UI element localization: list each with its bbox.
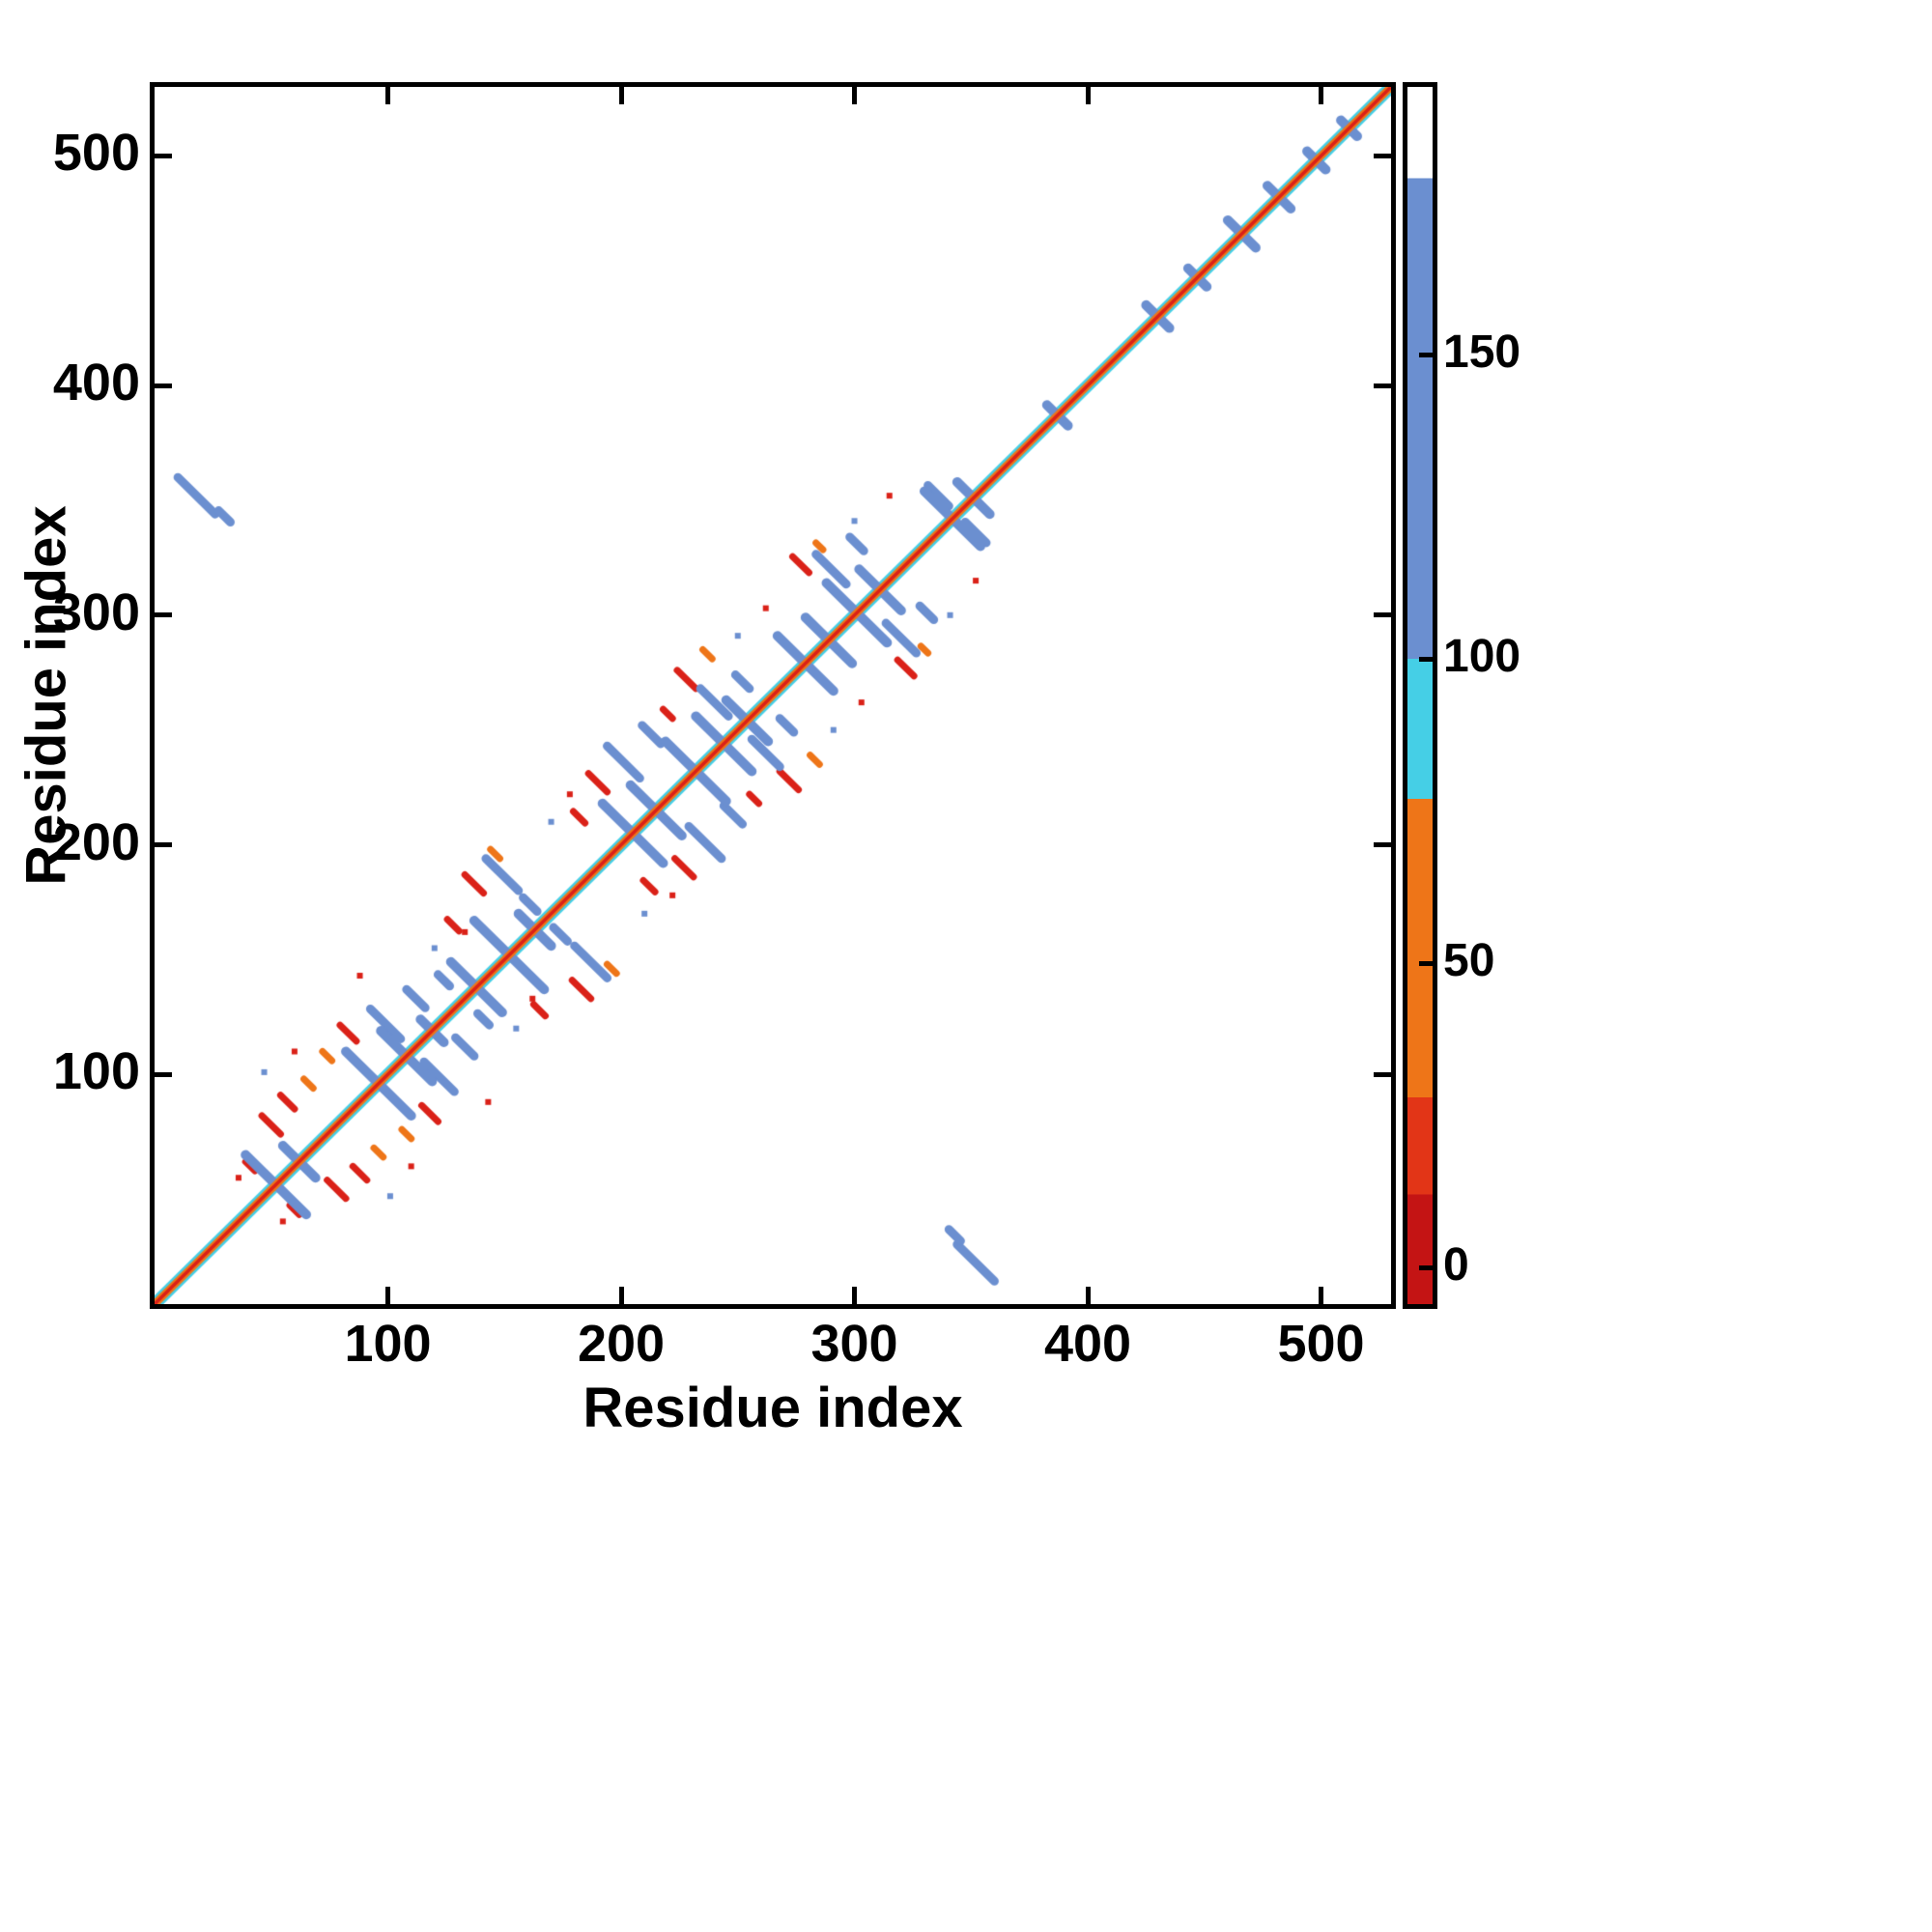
x-axis-label: Residue index <box>582 1377 963 1439</box>
y-tick-mark <box>1374 153 1391 158</box>
y-tick-label: 100 <box>52 1042 140 1101</box>
y-axis-label: Residue index <box>14 505 78 886</box>
x-tick-label: 400 <box>1043 1315 1132 1373</box>
colorbar-tick-label: 150 <box>1443 327 1521 379</box>
colorbar-tick-label: 50 <box>1443 935 1495 987</box>
x-tick-mark <box>1085 1287 1091 1304</box>
x-tick-mark <box>618 87 624 104</box>
y-tick-mark <box>1374 1071 1391 1077</box>
x-tick-mark <box>1085 87 1091 104</box>
colorbar-tick-label: 100 <box>1443 631 1521 683</box>
x-tick-mark <box>852 1287 858 1304</box>
colorbar-tick-mark <box>1419 960 1433 966</box>
colorbar-tick-mark <box>1419 656 1433 662</box>
colorbar-tick-mark <box>1419 1264 1433 1270</box>
y-tick-label: 300 <box>52 582 140 641</box>
y-tick-mark <box>155 383 172 388</box>
y-tick-label: 500 <box>52 124 140 183</box>
colorbar-tick-label: 0 <box>1443 1239 1469 1292</box>
y-tick-mark <box>155 612 172 618</box>
y-tick-label: 200 <box>52 812 140 871</box>
x-tick-label: 200 <box>577 1315 666 1373</box>
x-tick-mark <box>1319 87 1324 104</box>
x-tick-mark <box>1319 1287 1324 1304</box>
x-tick-mark <box>385 87 390 104</box>
y-tick-mark <box>155 1071 172 1077</box>
colorbar-gradient <box>1407 87 1433 1304</box>
x-tick-mark <box>852 87 858 104</box>
colorbar-tick-mark <box>1419 352 1433 357</box>
x-tick-mark <box>385 1287 390 1304</box>
contact-map-canvas <box>155 87 1391 1304</box>
plot-area <box>150 82 1396 1309</box>
x-tick-label: 100 <box>344 1315 432 1373</box>
y-tick-label: 400 <box>52 354 140 412</box>
y-tick-mark <box>1374 842 1391 848</box>
x-tick-mark <box>618 1287 624 1304</box>
y-tick-mark <box>155 153 172 158</box>
y-tick-mark <box>1374 612 1391 618</box>
y-tick-mark <box>1374 383 1391 388</box>
y-tick-mark <box>155 842 172 848</box>
x-tick-label: 500 <box>1277 1315 1365 1373</box>
colorbar <box>1403 82 1437 1309</box>
x-tick-label: 300 <box>810 1315 898 1373</box>
